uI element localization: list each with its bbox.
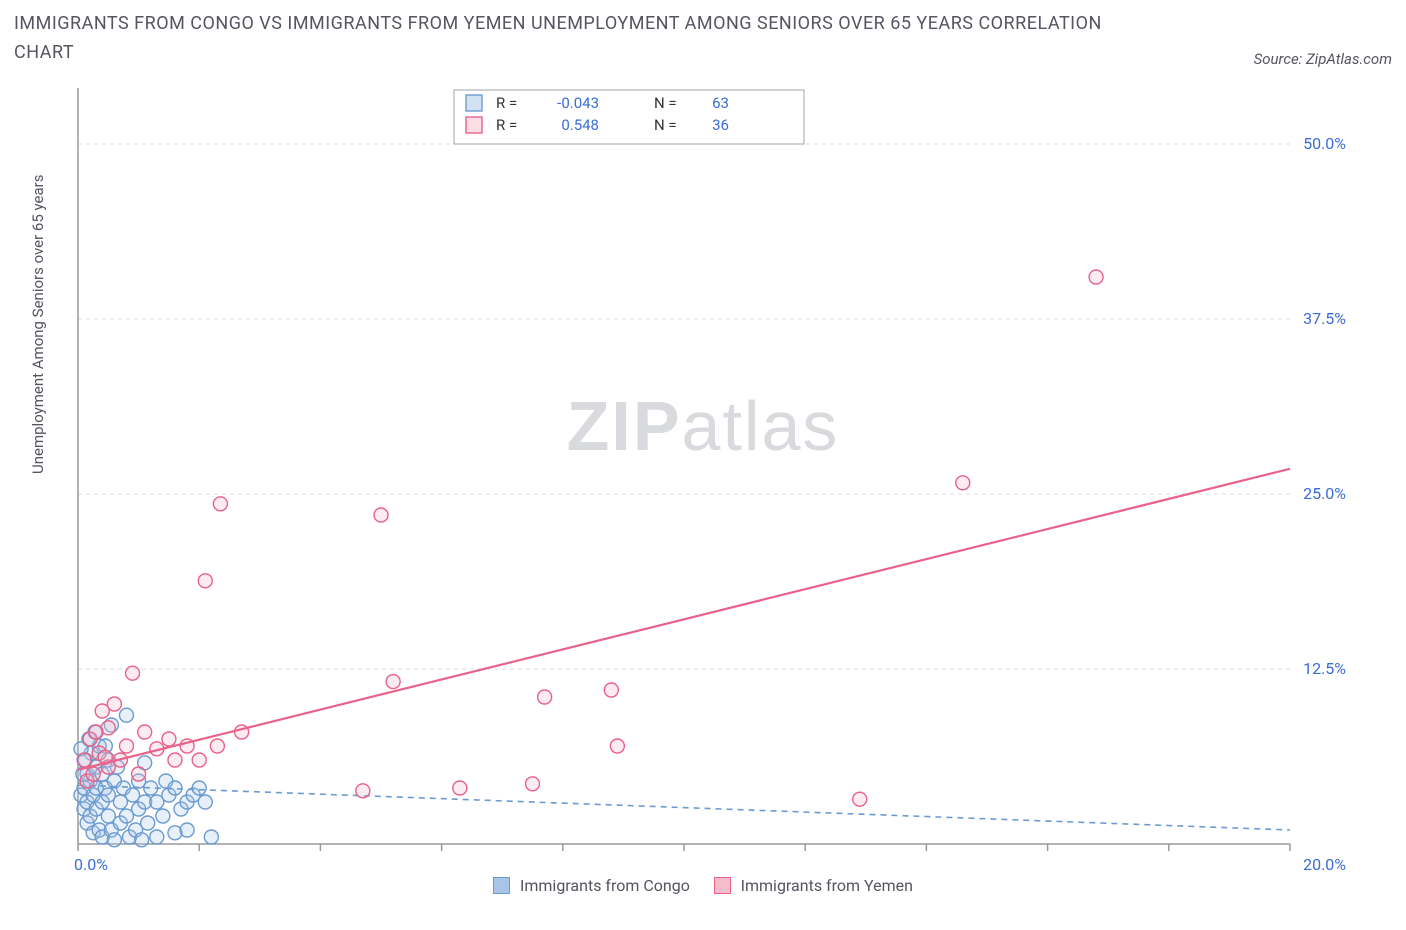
svg-text:0.548: 0.548 bbox=[561, 116, 599, 134]
svg-text:25.0%: 25.0% bbox=[1303, 484, 1346, 503]
svg-text:20.0%: 20.0% bbox=[1303, 855, 1346, 874]
svg-text:R =: R = bbox=[496, 116, 517, 134]
svg-text:R =: R = bbox=[496, 94, 517, 112]
svg-text:63: 63 bbox=[712, 94, 729, 112]
y-axis-label: Unemployment Among Seniors over 65 years bbox=[29, 174, 47, 473]
header-row: IMMIGRANTS FROM CONGO VS IMMIGRANTS FROM… bbox=[14, 10, 1392, 68]
svg-text:-0.043: -0.043 bbox=[557, 94, 599, 112]
svg-text:37.5%: 37.5% bbox=[1303, 309, 1346, 328]
svg-text:N =: N = bbox=[654, 94, 677, 112]
legend-swatch-yemen bbox=[714, 877, 731, 894]
svg-text:N =: N = bbox=[654, 116, 677, 134]
bottom-legend: Immigrants from Congo Immigrants from Ye… bbox=[14, 876, 1392, 895]
legend-label-congo: Immigrants from Congo bbox=[520, 876, 690, 895]
legend-label-yemen: Immigrants from Yemen bbox=[741, 876, 913, 895]
legend-swatch-congo bbox=[493, 877, 510, 894]
source-credit: Source: ZipAtlas.com bbox=[1254, 50, 1392, 68]
chart-container: Unemployment Among Seniors over 65 years… bbox=[14, 74, 1392, 874]
legend-item-yemen: Immigrants from Yemen bbox=[714, 876, 913, 895]
svg-text:50.0%: 50.0% bbox=[1303, 134, 1346, 153]
svg-text:12.5%: 12.5% bbox=[1303, 659, 1346, 678]
legend-item-congo: Immigrants from Congo bbox=[493, 876, 694, 895]
svg-text:36: 36 bbox=[712, 116, 729, 134]
svg-text:0.0%: 0.0% bbox=[74, 855, 108, 874]
scatter-chart: 12.5% 25.0% 37.5% 50.0% 0.0% 20.0% R = -0.043 N … bbox=[14, 74, 1354, 874]
chart-title: IMMIGRANTS FROM CONGO VS IMMIGRANTS FROM… bbox=[14, 10, 1114, 68]
